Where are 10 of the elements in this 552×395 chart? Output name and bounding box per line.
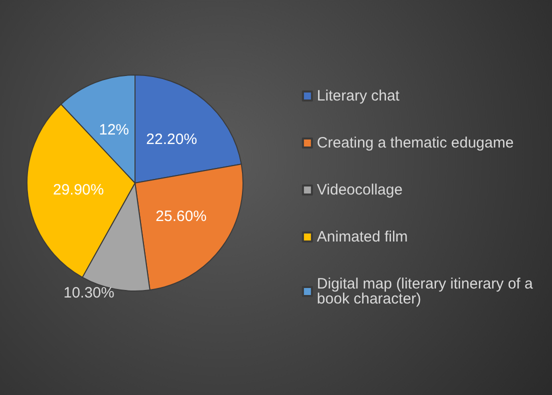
data-label: 29.90% <box>52 181 104 198</box>
legend-label: Videocollage <box>316 182 403 198</box>
data-label: 12% <box>99 122 130 139</box>
legend-label: Literary chat <box>316 88 400 104</box>
data-label: 22.20% <box>146 130 198 148</box>
legend-label: Animated film <box>316 228 408 246</box>
data-label: 10.30% <box>63 284 114 302</box>
legend-label: Digital map (literary itinerary of a book character) <box>316 276 538 308</box>
legend-label: Creating a thematic edugame <box>316 134 514 152</box>
data-label: 25.60% <box>156 208 207 226</box>
